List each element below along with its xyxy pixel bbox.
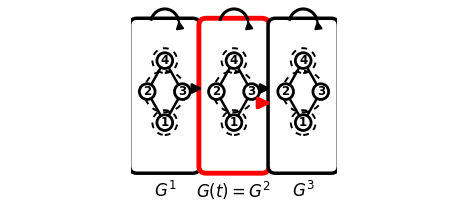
Text: 4: 4 — [299, 54, 307, 67]
Circle shape — [295, 53, 311, 68]
Text: $G^3$: $G^3$ — [292, 181, 314, 201]
Circle shape — [226, 115, 242, 130]
Text: 2: 2 — [282, 85, 290, 98]
Text: 3: 3 — [248, 85, 256, 98]
Text: $G^1$: $G^1$ — [154, 181, 176, 201]
Text: 1: 1 — [161, 116, 169, 129]
Text: 3: 3 — [317, 85, 325, 98]
Circle shape — [139, 84, 155, 99]
Text: 1: 1 — [299, 116, 307, 129]
Text: $G(t) = G^2$: $G(t) = G^2$ — [197, 180, 271, 202]
Circle shape — [295, 115, 311, 130]
Circle shape — [244, 84, 259, 99]
Text: 4: 4 — [230, 54, 238, 67]
Text: 1: 1 — [230, 116, 238, 129]
Text: 4: 4 — [161, 54, 169, 67]
Circle shape — [226, 53, 242, 68]
Circle shape — [209, 84, 224, 99]
Circle shape — [157, 115, 173, 130]
Circle shape — [313, 84, 329, 99]
FancyBboxPatch shape — [268, 18, 338, 173]
Text: 2: 2 — [143, 85, 151, 98]
Circle shape — [157, 53, 173, 68]
Text: 3: 3 — [178, 85, 186, 98]
FancyBboxPatch shape — [130, 18, 200, 173]
Circle shape — [175, 84, 190, 99]
Circle shape — [278, 84, 293, 99]
FancyBboxPatch shape — [199, 18, 269, 173]
Text: 2: 2 — [212, 85, 220, 98]
